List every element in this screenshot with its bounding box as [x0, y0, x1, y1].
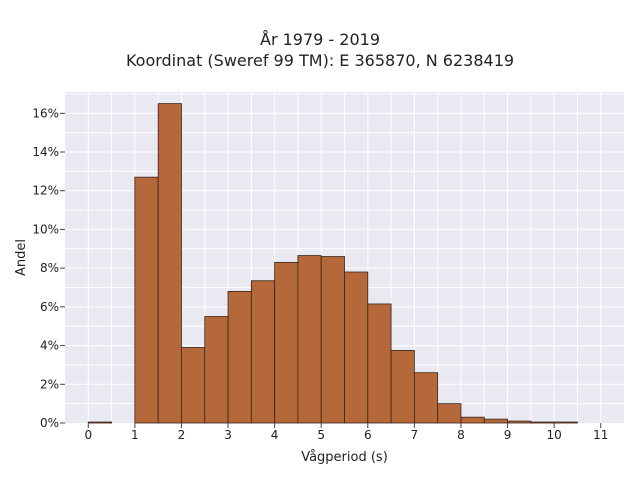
y-axis-ticks: 0% 2% 4% 6% 8% 10% 12% 14% 16%: [32, 106, 65, 430]
y-tick-label: 8%: [40, 261, 59, 275]
y-tick-label: 6%: [40, 300, 59, 314]
histogram-bar: [460, 416, 485, 424]
histogram-bar: [367, 303, 392, 424]
y-tick-label: 10%: [32, 222, 59, 236]
x-axis-ticks: 0 1 2 3 4 5 6 7 8 9 10 11: [84, 423, 608, 442]
histogram-bar: [390, 350, 415, 424]
histogram-bar: [134, 176, 159, 424]
y-tick-label: 14%: [32, 145, 59, 159]
x-tick-label: 4: [271, 428, 279, 442]
histogram-bar: [87, 421, 112, 424]
histogram-bar: [227, 290, 252, 424]
histogram-bar: [320, 256, 345, 424]
bars: [87, 103, 578, 424]
y-tick-label: 4%: [40, 339, 59, 353]
y-tick-label: 0%: [40, 416, 59, 430]
chart-subtitle: Koordinat (Sweref 99 TM): E 365870, N 62…: [125, 51, 515, 70]
x-tick-label: 6: [364, 428, 372, 442]
histogram-bar: [530, 421, 555, 424]
x-tick-label: 2: [178, 428, 186, 442]
histogram-bar: [437, 403, 462, 424]
x-tick-label: 9: [504, 428, 512, 442]
histogram-bar: [413, 372, 439, 424]
chart-title: År 1979 - 2019: [260, 30, 380, 49]
histogram-bar: [157, 103, 182, 424]
x-tick-label: 3: [224, 428, 232, 442]
x-tick-label: 10: [546, 428, 561, 442]
x-tick-label: 5: [317, 428, 325, 442]
y-axis-label: Andel: [14, 239, 29, 276]
histogram-bar: [507, 420, 532, 424]
histogram-bar: [483, 418, 508, 424]
histogram-bar: [553, 421, 578, 424]
x-axis-label: Vågperiod (s): [301, 450, 388, 465]
y-tick-label: 2%: [40, 377, 59, 391]
x-tick-label: 7: [411, 428, 419, 442]
histogram-bar: [204, 316, 229, 424]
y-tick-label: 16%: [32, 106, 59, 120]
x-tick-label: 8: [457, 428, 465, 442]
histogram-bar: [250, 280, 276, 424]
histogram-bar: [344, 271, 369, 424]
histogram-bar: [274, 261, 299, 424]
y-tick-label: 12%: [32, 184, 59, 198]
x-tick-label: 1: [131, 428, 139, 442]
histogram-bar: [181, 347, 206, 424]
x-tick-label: 11: [593, 428, 608, 442]
x-tick-label: 0: [84, 428, 92, 442]
histogram-bar: [297, 255, 322, 424]
